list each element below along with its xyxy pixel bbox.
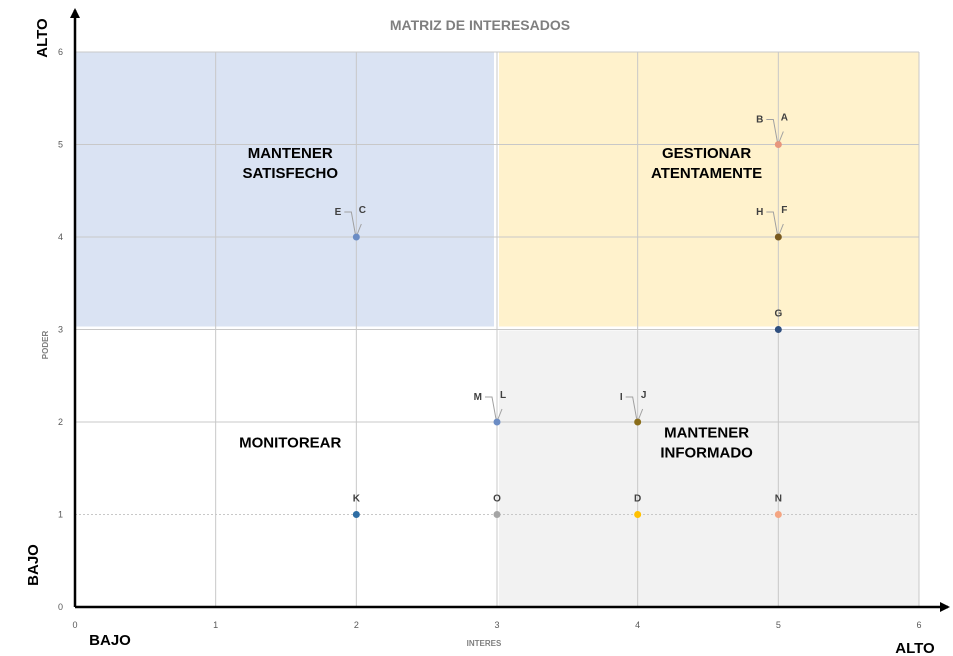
x-low-label: BAJO bbox=[89, 632, 131, 649]
data-point-A-B bbox=[775, 141, 782, 148]
data-point-G bbox=[775, 326, 782, 333]
data-point-L-M bbox=[494, 419, 501, 426]
x-tick-label-6: 6 bbox=[916, 620, 921, 630]
x-axis-label: INTERES bbox=[467, 639, 502, 648]
point-label-M: M bbox=[474, 392, 482, 403]
y-high-label: ALTO bbox=[34, 18, 51, 58]
x-tick-label-5: 5 bbox=[776, 620, 781, 630]
quadrant-label-bottom-left-0: MONITOREAR bbox=[239, 434, 341, 451]
x-high-label: ALTO bbox=[895, 640, 935, 656]
point-label-H: H bbox=[756, 207, 763, 218]
quadrant-label-bottom-right-1: INFORMADO bbox=[660, 444, 753, 461]
quadrant-label-top-right-0: GESTIONAR bbox=[662, 145, 751, 162]
data-point-K bbox=[353, 511, 360, 518]
point-label-L: L bbox=[500, 390, 506, 401]
y-tick-label-0: 0 bbox=[58, 602, 63, 612]
x-tick-label-2: 2 bbox=[354, 620, 359, 630]
quadrant-bottom-left bbox=[75, 330, 497, 608]
x-tick-label-0: 0 bbox=[72, 620, 77, 630]
point-label-K: K bbox=[353, 494, 361, 505]
x-tick-label-1: 1 bbox=[213, 620, 218, 630]
point-label-G: G bbox=[774, 309, 782, 320]
data-point-D bbox=[634, 511, 641, 518]
chart-title: MATRIZ DE INTERESADOS bbox=[390, 17, 570, 33]
data-point-N bbox=[775, 511, 782, 518]
point-label-N: N bbox=[775, 494, 782, 505]
point-label-B: B bbox=[756, 115, 763, 126]
quadrant-label-top-left-0: MANTENER bbox=[248, 145, 333, 162]
point-label-A: A bbox=[781, 113, 788, 124]
data-point-O bbox=[494, 511, 501, 518]
point-label-F: F bbox=[781, 205, 787, 216]
point-label-D: D bbox=[634, 494, 641, 505]
x-tick-label-3: 3 bbox=[494, 620, 499, 630]
point-label-C: C bbox=[359, 205, 366, 216]
data-point-C-E bbox=[353, 234, 360, 241]
x-tick-label-4: 4 bbox=[635, 620, 640, 630]
y-tick-label-3: 3 bbox=[58, 325, 63, 335]
data-point-F-H bbox=[775, 234, 782, 241]
y-tick-label-4: 4 bbox=[58, 232, 63, 242]
quadrant-top-right bbox=[499, 52, 919, 327]
y-axis-label: PODER bbox=[41, 331, 50, 360]
y-tick-label-5: 5 bbox=[58, 140, 63, 150]
data-point-J-I bbox=[634, 419, 641, 426]
point-label-E: E bbox=[335, 207, 342, 218]
point-label-I: I bbox=[620, 392, 623, 403]
quadrant-top-left bbox=[75, 52, 494, 327]
quadrant-label-top-left-1: SATISFECHO bbox=[242, 165, 338, 182]
y-low-label: BAJO bbox=[25, 544, 42, 586]
point-label-J: J bbox=[641, 390, 647, 401]
quadrant-bottom-right bbox=[499, 331, 919, 608]
y-tick-label-2: 2 bbox=[58, 417, 63, 427]
quadrant-label-top-right-1: ATENTAMENTE bbox=[651, 165, 762, 182]
y-tick-label-6: 6 bbox=[58, 47, 63, 57]
quadrant-label-bottom-right-0: MANTENER bbox=[664, 424, 749, 441]
y-tick-label-1: 1 bbox=[58, 510, 63, 520]
point-label-O: O bbox=[493, 494, 501, 505]
